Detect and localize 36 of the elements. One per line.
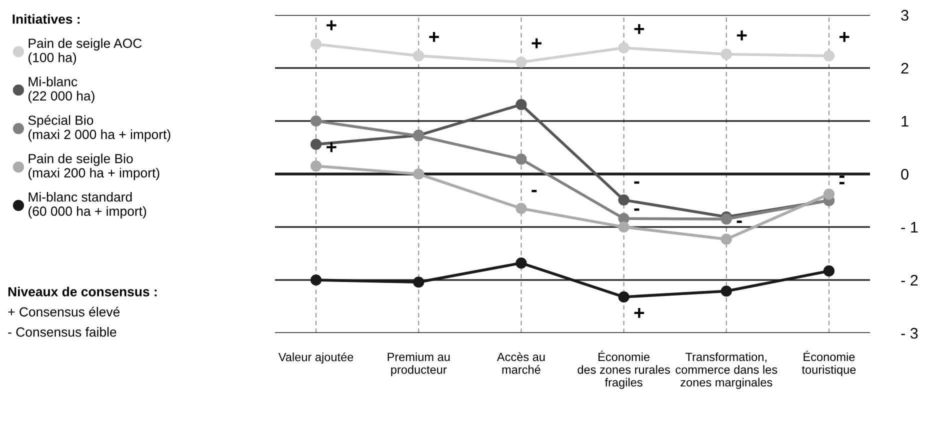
annotation: - [736,220,742,223]
legend-label: Mi-blanc (22 000 ha) [28,76,94,104]
legend-label: Spécial Bio (maxi 2 000 ha + import) [28,115,170,142]
y-tick-label: - 2 [901,274,918,286]
annotation: - [839,182,844,184]
annotation: + [532,38,542,48]
annotation: + [736,30,747,40]
x-tick-label: Premium au producteur [388,352,450,376]
annotation: + [326,142,336,152]
annotation: - [634,181,640,184]
text: + Consensus élevé [8,306,120,317]
y-tick-label: - 3 [901,328,918,339]
annotation: + [429,32,439,42]
annotation: - [532,190,537,192]
y-tick-label: 2 [901,62,908,74]
legend-label: Pain de seigle Bio (maxi 200 ha + import) [28,154,160,180]
x-tick-label: Économie touristique [802,350,856,376]
legend-label: Pain de seigle AOC (100 ha) [28,38,142,65]
x-tick-label: Accès au marché [496,352,545,374]
y-tick-label: - 1 [901,222,918,233]
annotation: - [634,208,640,211]
annotation: + [326,20,336,30]
text: Niveaux de consensus : [8,286,157,296]
annotation: + [634,24,644,34]
y-tick-label: 1 [902,116,908,127]
x-tick-label: Transformation, commerce dans les zones marginales [676,352,778,389]
text: - Consensus faible [8,327,116,337]
x-tick-label: Valeur ajoutée [278,352,354,364]
annotation: + [840,32,850,42]
legend-label: Mi-blanc standard (60 000 ha + import) [28,192,146,219]
annotation: + [634,308,644,318]
legend-title: Initiatives : [12,14,80,24]
y-tick-label: 0 [901,168,908,180]
x-tick-label: Économie des zones rurales fragiles [578,350,670,389]
y-tick-label: 3 [901,10,908,21]
annotation: - [839,176,844,178]
